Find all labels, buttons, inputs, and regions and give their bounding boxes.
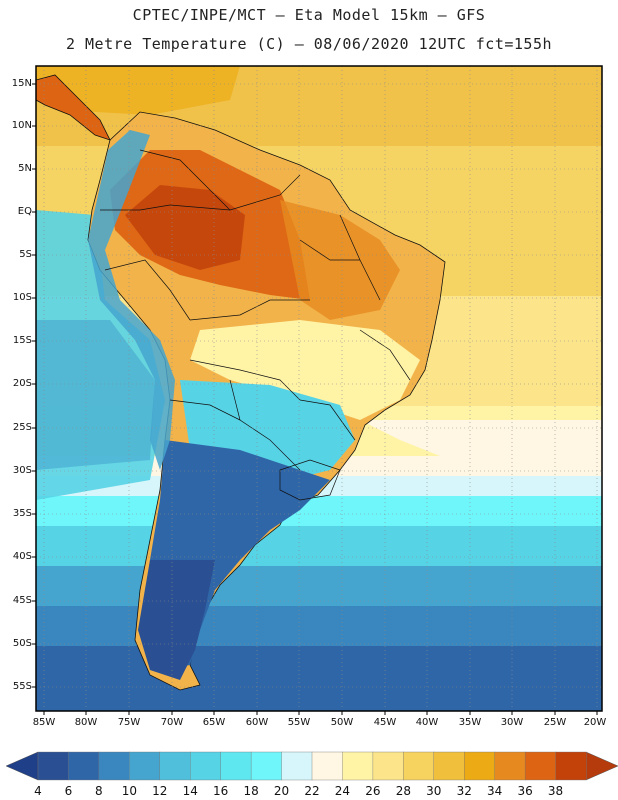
lat-label: 5S (19, 249, 32, 260)
axis-ticks (32, 83, 598, 715)
colorbar-label: 12 (152, 784, 168, 798)
lat-label: 50S (12, 638, 32, 649)
colorbar-label: 28 (395, 784, 411, 798)
colorbar-label: 14 (182, 784, 198, 798)
colorbar-label: 38 (547, 784, 564, 798)
ocean-band-6 (36, 646, 602, 711)
map-field (36, 66, 602, 711)
central-america (36, 74, 111, 141)
lat-label: 45S (12, 595, 32, 606)
colorbar-swatch (372, 751, 404, 781)
colorbar-label: 18 (243, 784, 259, 798)
lon-label: 40W (415, 717, 439, 728)
lon-label: 45W (373, 717, 397, 728)
map-title-line-1: CPTEC/INPE/MCT – Eta Model 15km – GFS (132, 6, 486, 24)
colorbar-label: 22 (304, 784, 320, 798)
colorbar-swatch (37, 751, 69, 781)
lon-label: 30W (500, 717, 524, 728)
colorbar-label: 36 (517, 784, 533, 798)
lat-label: 35S (12, 508, 32, 519)
colorbar-swatch (281, 751, 313, 781)
colorbar-label: 20 (273, 784, 290, 798)
lon-label: 75W (117, 717, 141, 728)
lon-label: 35W (458, 717, 482, 728)
colorbar-label: 16 (213, 784, 229, 798)
lon-label: 80W (74, 717, 98, 728)
colorbar-label: 10 (121, 784, 137, 798)
lon-label: 20W (583, 717, 607, 728)
lon-label: 25W (543, 717, 567, 728)
colorbar-label: 26 (365, 784, 381, 798)
lat-label: 25S (12, 422, 32, 433)
ocean-band-16 (36, 526, 602, 566)
atlantic-warm-wedge (360, 420, 602, 470)
colorbar-under-arrow (5, 751, 39, 781)
andes-ridge (88, 130, 175, 470)
lat-label: 15S (12, 335, 32, 346)
pacific-cool-tongue-inner (36, 320, 155, 470)
colorbar-over-arrow (585, 751, 618, 781)
lat-label: 55S (12, 681, 32, 692)
lat-label: 30S (12, 465, 32, 476)
map-frame (35, 65, 603, 712)
colorbar-swatch (342, 751, 374, 781)
lat-label: 10S (12, 292, 32, 303)
lat-label: 20S (12, 378, 32, 389)
colorbar-swatch (250, 751, 283, 781)
southeast-mild (190, 320, 420, 420)
ocean-band-8 (36, 606, 602, 646)
colorbar-swatch (98, 751, 130, 781)
lon-label: 70W (160, 717, 184, 728)
lat-label: 10N (11, 120, 32, 131)
map-title-line-2: 2 Metre Temperature (C) – 08/06/2020 12U… (65, 35, 553, 53)
colorbar-label: 6 (64, 784, 73, 798)
ocean-band-18 (36, 496, 602, 526)
lon-label: 60W (245, 717, 269, 728)
lon-label: 50W (330, 717, 354, 728)
lat-label: 40S (12, 551, 32, 562)
colorbar-label: 30 (426, 784, 442, 798)
colorbar-swatch (129, 751, 161, 781)
colorbar (5, 751, 618, 781)
colorbar-swatch (68, 751, 100, 781)
colorbar-swatch (403, 751, 435, 781)
colorbar-label: 32 (456, 784, 472, 798)
colorbar-swatch (311, 751, 343, 781)
colorbar-swatch (433, 751, 465, 781)
colorbar-swatch (220, 751, 252, 781)
ocean-band-12 (36, 566, 602, 606)
lat-label: 5N (18, 163, 32, 174)
country-borders (100, 149, 411, 501)
caribbean-warm (36, 66, 240, 115)
colorbar-swatch (494, 751, 526, 781)
colorbar-label: 34 (487, 784, 503, 798)
amazon-hot-core (125, 185, 245, 270)
lat-label: EQ (17, 206, 32, 217)
colorbar-swatch (159, 751, 191, 781)
lon-label: 85W (32, 717, 56, 728)
colorbar-label: 24 (334, 784, 351, 798)
patagonia-cold (138, 560, 215, 680)
colorbar-label: 4 (34, 784, 42, 798)
lon-label: 55W (287, 717, 311, 728)
colorbar-swatch (464, 751, 496, 781)
colorbar-label: 8 (95, 784, 103, 798)
lon-label: 65W (202, 717, 226, 728)
colorbar-swatch (555, 751, 587, 781)
lat-label: 15N (11, 78, 32, 89)
colorbar-swatch (190, 751, 222, 781)
colorbar-swatch (524, 751, 557, 781)
